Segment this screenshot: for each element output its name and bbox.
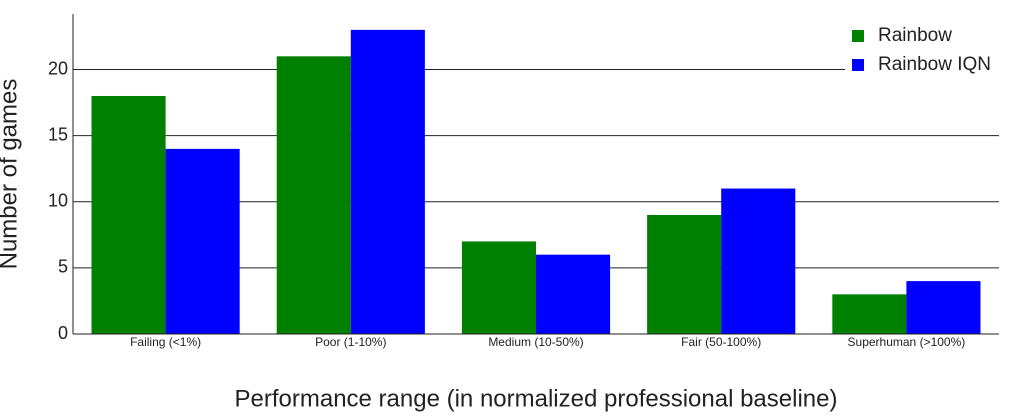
bar: [91, 95, 166, 334]
legend-label: Rainbow: [878, 25, 952, 46]
bar: [647, 214, 722, 334]
legend-label: Rainbow IQN: [878, 54, 991, 75]
bar: [461, 241, 536, 334]
bar: [721, 188, 796, 334]
x-tick-label: Medium (10-50%): [488, 335, 583, 349]
y-tick-label: 10: [48, 191, 68, 211]
x-tick-label: Superhuman (>100%): [848, 335, 966, 349]
bar: [906, 281, 981, 334]
bar: [350, 29, 425, 335]
y-tick-label: 0: [58, 323, 68, 343]
legend-swatch: [852, 59, 864, 71]
x-tick-label: Fair (50-100%): [681, 335, 761, 349]
legend-swatch: [852, 30, 864, 42]
x-axis-label: Performance range (in normalized profess…: [235, 385, 838, 412]
y-tick-label: 15: [48, 124, 68, 144]
y-tick-label: 5: [58, 257, 68, 277]
bar: [536, 254, 611, 334]
y-tick-label: 20: [48, 58, 68, 78]
bar: [276, 56, 351, 334]
bar: [832, 294, 907, 334]
x-tick-label: Poor (1-10%): [315, 335, 386, 349]
legend-box: [845, 22, 1015, 80]
y-axis-label: Number of games: [0, 79, 22, 270]
x-tick-label: Failing (<1%): [130, 335, 201, 349]
bar: [165, 148, 240, 334]
